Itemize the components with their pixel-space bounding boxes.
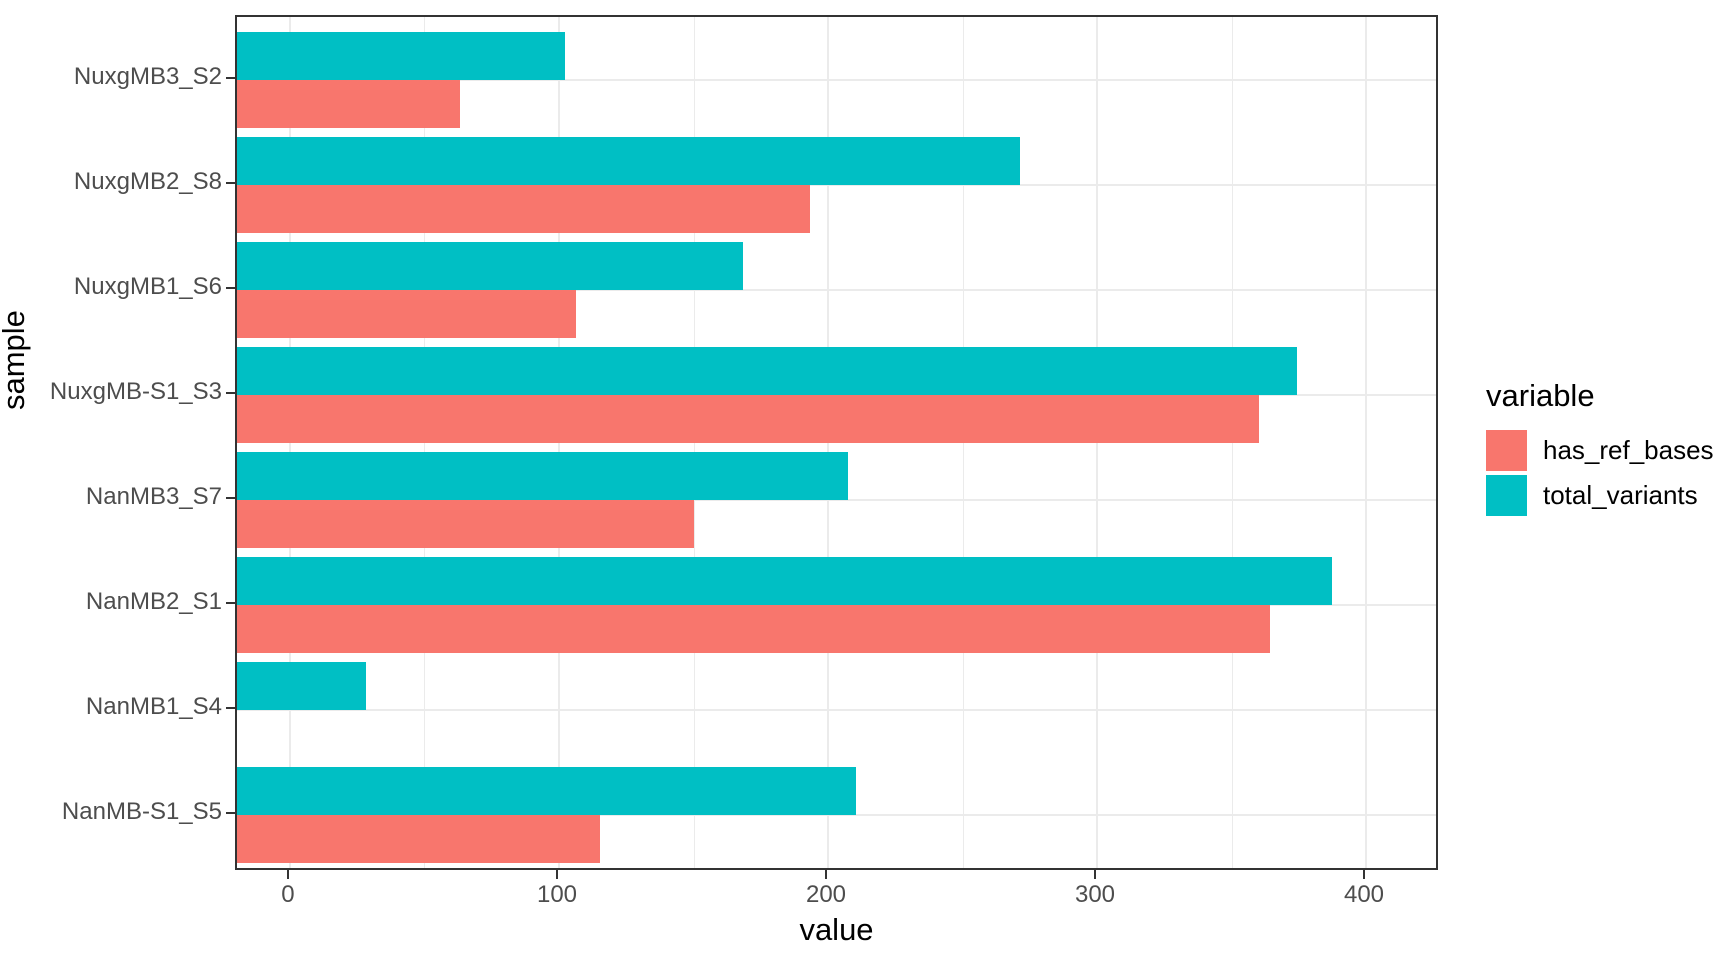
bar-has_ref_bases <box>237 395 1260 443</box>
y-tick-mark <box>226 707 235 709</box>
legend-item: has_ref_bases <box>1486 430 1714 471</box>
y-tick-label: NuxgMB-S1_S3 <box>49 378 222 405</box>
y-tick-label: NanMB2_S1 <box>85 588 222 615</box>
legend: variable has_ref_bases total_variants <box>1486 378 1714 520</box>
major-gridline-y <box>237 709 1436 711</box>
y-tick-mark <box>226 812 235 814</box>
plot-panel <box>235 15 1438 870</box>
y-tick-mark <box>226 182 235 184</box>
x-tick-label: 0 <box>281 881 295 908</box>
bar-has_ref_bases <box>237 290 576 338</box>
legend-items: has_ref_bases total_variants <box>1486 430 1714 516</box>
major-gridline-y <box>237 499 1436 501</box>
bar-has_ref_bases <box>237 185 810 233</box>
major-gridline <box>1365 17 1368 868</box>
bar-has_ref_bases <box>237 500 695 548</box>
y-tick-label: NanMB-S1_S5 <box>61 798 222 825</box>
x-tick-mark <box>556 870 558 879</box>
bar-has_ref_bases <box>237 605 1270 653</box>
x-tick-label: 300 <box>1074 881 1116 908</box>
bar-total_variants <box>237 242 743 290</box>
bar-total_variants <box>237 347 1297 395</box>
x-tick-mark <box>1094 870 1097 879</box>
legend-item: total_variants <box>1486 475 1714 516</box>
y-tick-mark <box>226 287 235 289</box>
y-tick-mark <box>226 497 235 499</box>
major-gridline-y <box>237 289 1436 291</box>
bar-total_variants <box>237 452 848 500</box>
y-tick-label: NuxgMB3_S2 <box>73 63 222 90</box>
y-axis-title: sample <box>0 310 31 411</box>
y-tick-label: NuxgMB1_S6 <box>73 273 222 300</box>
major-gridline-y <box>237 79 1436 81</box>
x-tick-mark <box>825 870 827 879</box>
bar-total_variants <box>237 767 856 815</box>
y-tick-label: NuxgMB2_S8 <box>73 168 222 195</box>
bar-total_variants <box>237 137 1020 185</box>
x-tick-label: 400 <box>1343 881 1385 908</box>
bar-total_variants <box>237 662 367 710</box>
bar-has_ref_bases <box>237 80 461 128</box>
major-gridline-y <box>237 814 1436 816</box>
y-tick-mark <box>226 392 235 394</box>
legend-label: total_variants <box>1543 480 1698 510</box>
y-tick-mark <box>226 77 235 79</box>
y-tick-label: NanMB1_S4 <box>85 693 222 720</box>
y-tick-mark <box>226 602 235 604</box>
legend-title: variable <box>1486 378 1595 413</box>
x-tick-label: 200 <box>805 881 847 908</box>
y-tick-label: NanMB3_S7 <box>85 483 222 510</box>
x-tick-label: 100 <box>536 881 578 908</box>
major-gridline-y <box>237 184 1436 186</box>
bar-has_ref_bases <box>237 815 601 863</box>
x-axis-title: value <box>799 912 874 947</box>
bar-total_variants <box>237 32 566 80</box>
bar-total_variants <box>237 557 1332 605</box>
x-tick-mark <box>286 870 289 879</box>
x-tick-mark <box>1363 870 1366 879</box>
legend-swatch-has_ref_bases <box>1486 430 1527 471</box>
legend-swatch-total_variants <box>1486 475 1527 516</box>
legend-label: has_ref_bases <box>1543 435 1714 465</box>
